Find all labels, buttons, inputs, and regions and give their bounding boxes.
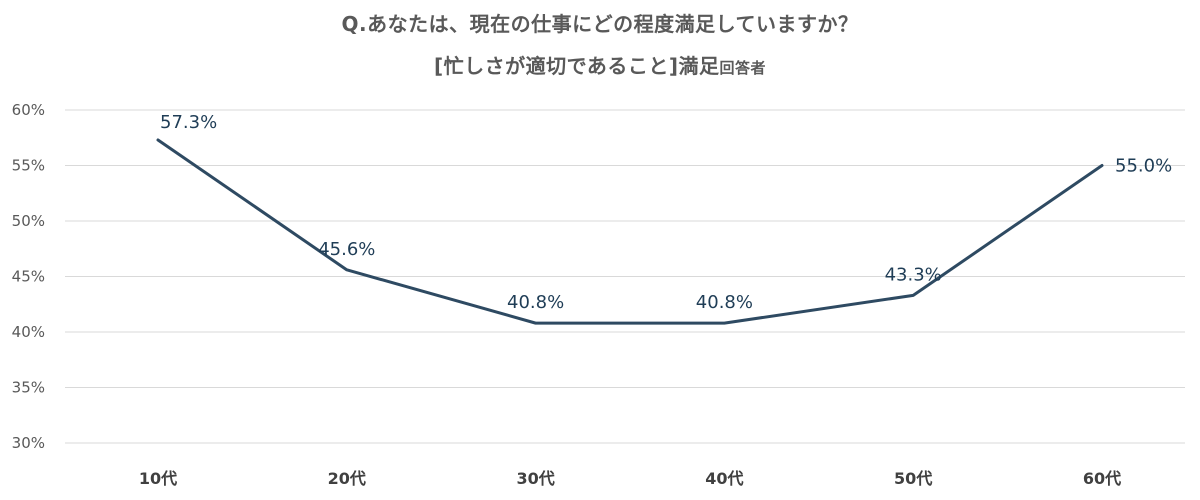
series-line-group xyxy=(156,138,1104,325)
data-label: 40.8% xyxy=(696,292,753,313)
chart-subtitle-main: [忙しさが適切であること]満足 xyxy=(433,54,720,78)
data-labels: 57.3% 45.6% 40.8% 40.8% 43.3% 55.0% xyxy=(160,112,1172,313)
x-tick-label: 40代 xyxy=(705,469,743,488)
chart-subtitle: [忙しさが適切であること]満足回答者 xyxy=(0,50,1200,79)
x-tick-label: 60代 xyxy=(1083,469,1121,488)
series-line xyxy=(156,138,1104,325)
y-tick-label: 40% xyxy=(12,323,45,341)
data-label: 55.0% xyxy=(1115,156,1172,177)
x-tick-label: 30代 xyxy=(516,469,554,488)
x-tick-label: 50代 xyxy=(894,469,932,488)
y-axis-tick-labels: 30% 35% 40% 45% 50% 55% 60% xyxy=(12,101,45,452)
y-tick-label: 35% xyxy=(12,379,45,397)
chart-title-text: Q.あなたは、現在の仕事にどの程度満足していますか？ xyxy=(341,12,859,36)
y-tick-label: 30% xyxy=(12,434,45,452)
x-tick-label: 20代 xyxy=(328,469,366,488)
data-label: 57.3% xyxy=(160,112,217,133)
data-label: 40.8% xyxy=(507,292,564,313)
y-tick-label: 50% xyxy=(12,212,45,230)
y-tick-label: 45% xyxy=(12,268,45,286)
gridlines xyxy=(65,109,1185,444)
x-axis-tick-labels: 10代 20代 30代 40代 50代 60代 xyxy=(139,469,1121,488)
data-label: 45.6% xyxy=(318,239,375,260)
x-tick-label: 10代 xyxy=(139,469,177,488)
y-tick-label: 55% xyxy=(12,157,45,175)
y-tick-label: 60% xyxy=(12,101,45,119)
data-label: 43.3% xyxy=(885,264,942,285)
chart-title: Q.あなたは、現在の仕事にどの程度満足していますか？ xyxy=(0,8,1200,37)
chart-subtitle-suffix: 回答者 xyxy=(719,59,767,77)
